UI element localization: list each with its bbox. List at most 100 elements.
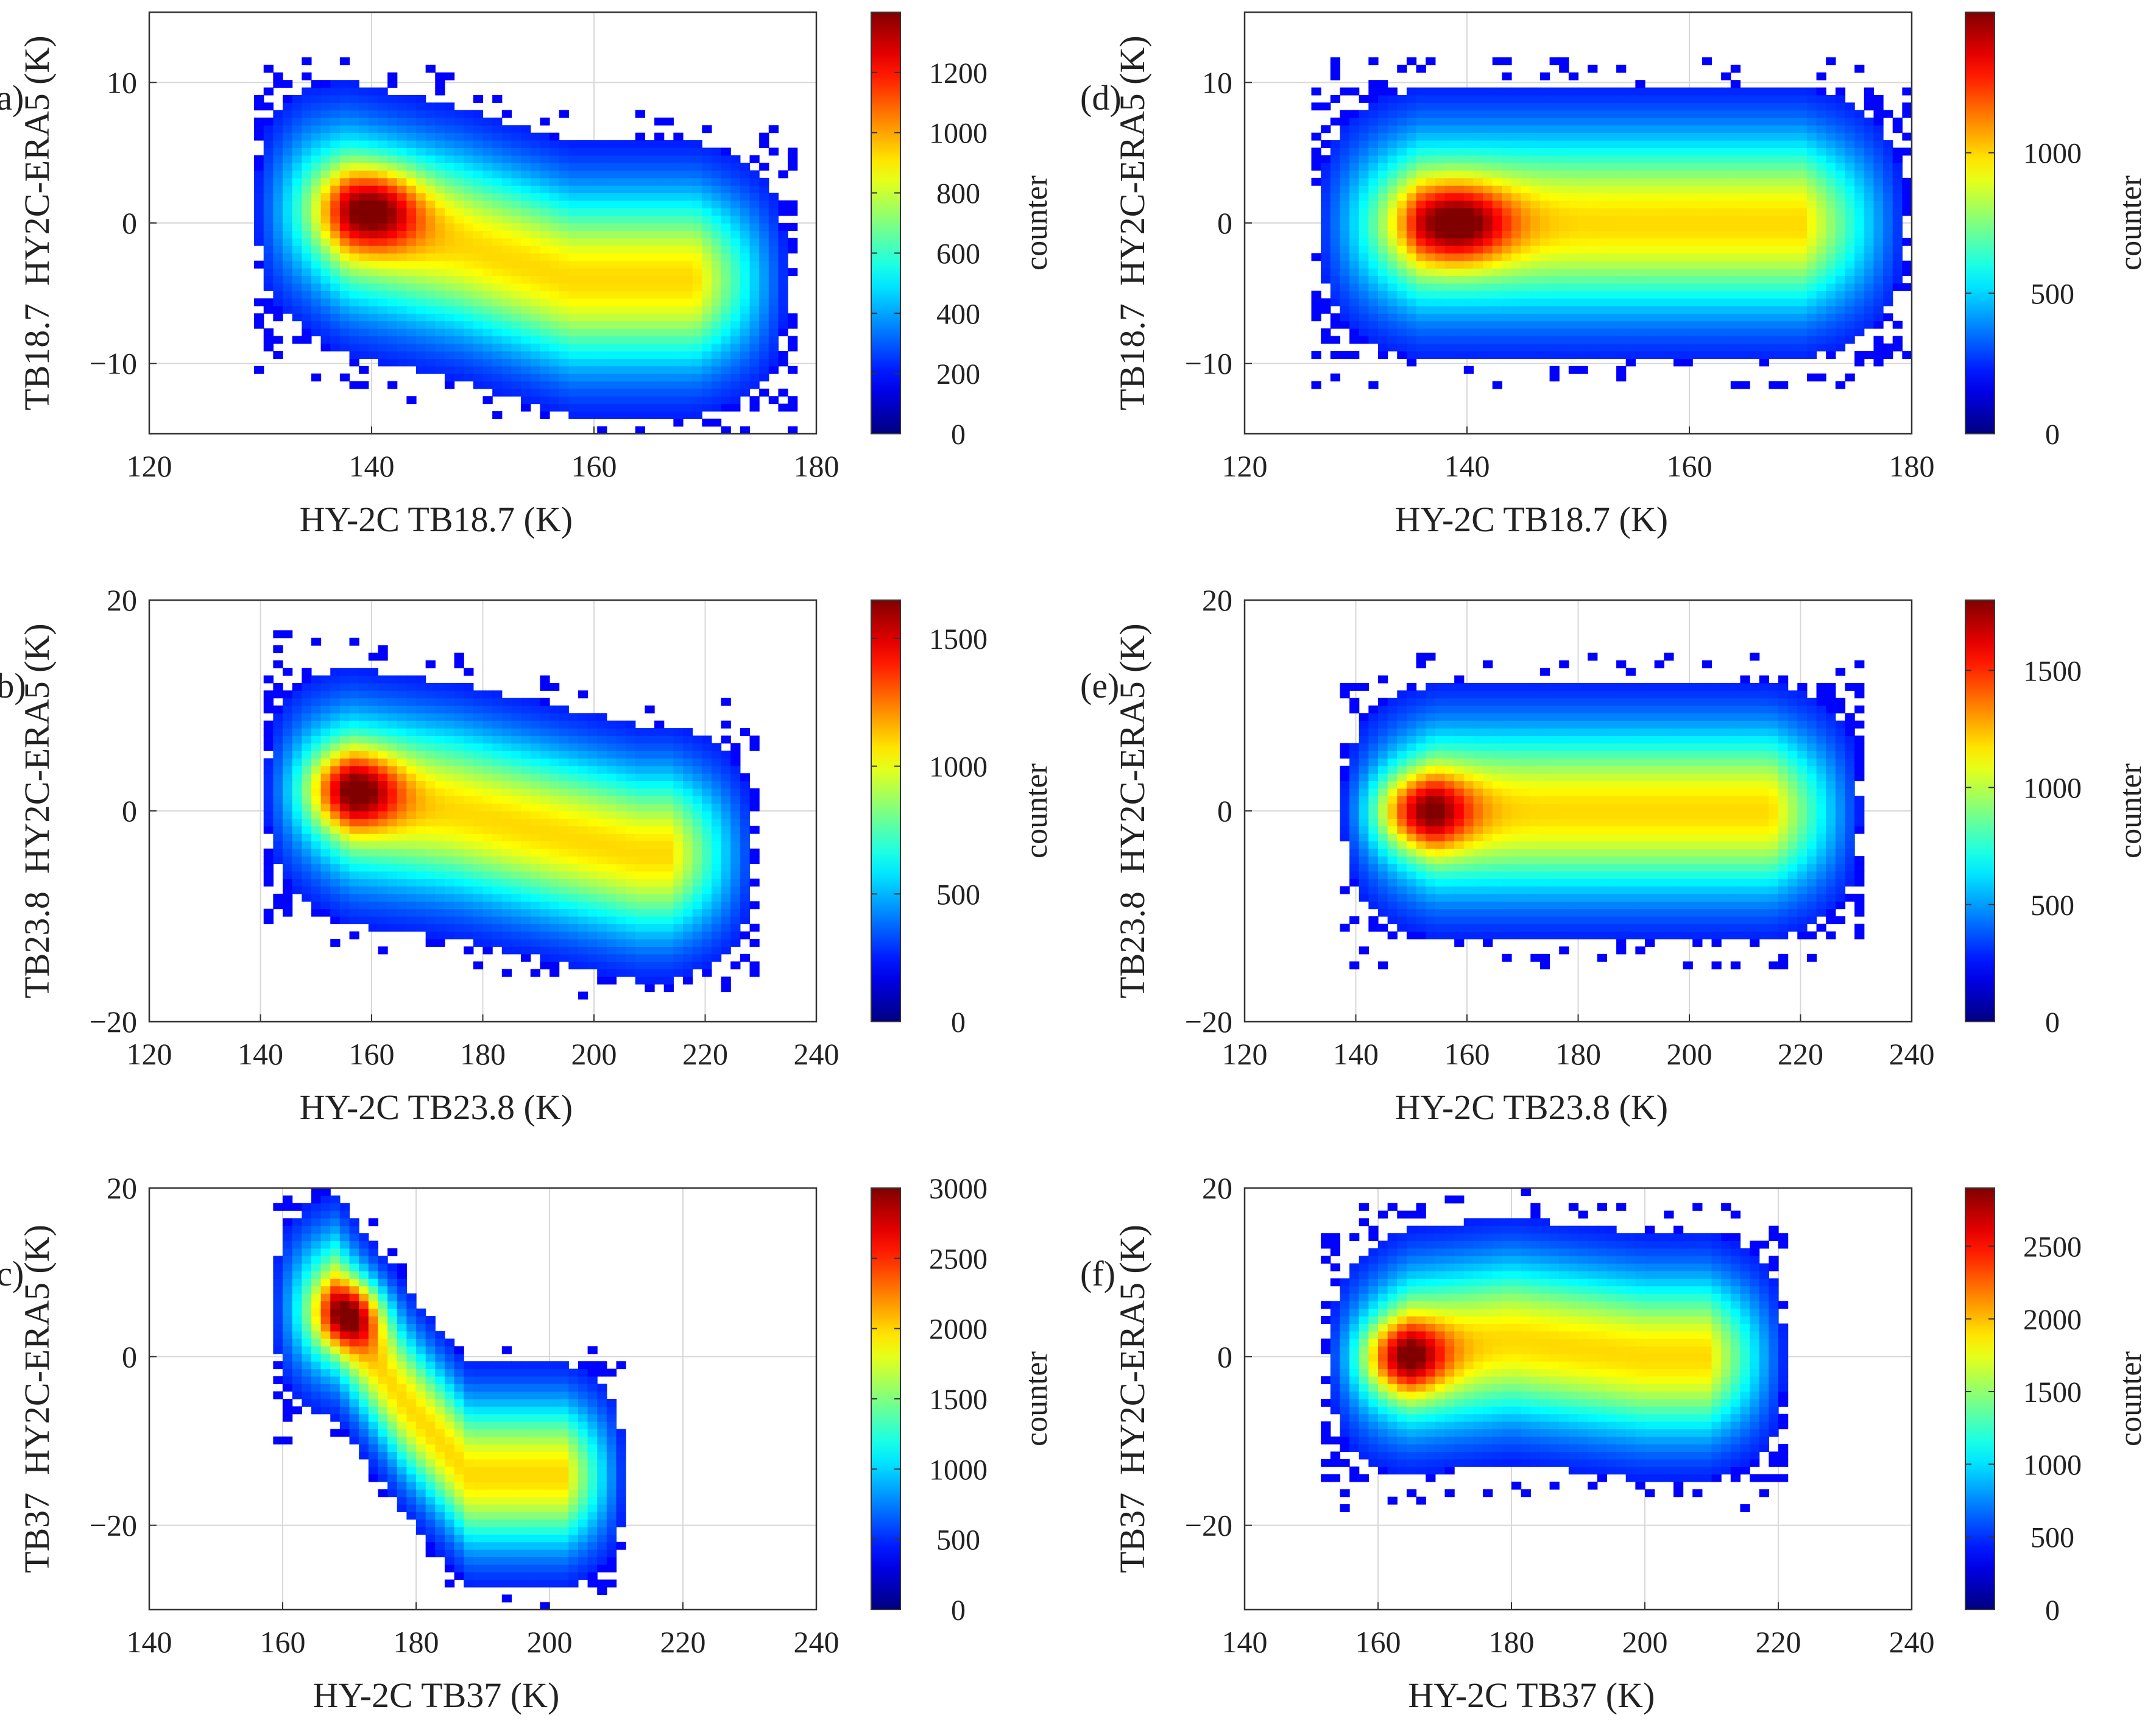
heatmap-cell [320,1361,331,1370]
heatmap-cell [606,1527,617,1535]
heatmap-cell [511,163,521,171]
heatmap-cell [283,1286,293,1294]
heatmap-cell [530,381,540,389]
heatmap-cell [606,908,617,917]
heatmap-cell [378,1451,388,1460]
heatmap-cell [645,336,655,344]
heatmap-cell [788,208,798,216]
heatmap-cell [359,1399,369,1407]
heatmap-cell [482,886,493,894]
heatmap-cell [444,908,455,917]
heatmap-cell [397,1496,407,1505]
heatmap-cell [330,893,341,902]
heatmap-cell [311,313,322,322]
heatmap-cell [730,818,741,827]
heatmap-cell [492,743,503,751]
heatmap-cell [740,811,751,819]
heatmap-cell [759,336,769,344]
heatmap-cell [749,313,760,322]
heatmap-cell [464,200,474,208]
heatmap-cell [330,155,341,163]
heatmap-cell [492,803,503,812]
heatmap-cell [444,893,455,902]
heatmap-cell [550,132,560,141]
heatmap-cell [330,260,341,269]
heatmap-cell [311,373,322,382]
heatmap-cell [521,1391,531,1399]
heatmap-cell [749,969,760,977]
heatmap-cell [387,1368,398,1377]
heatmap-cell [397,713,407,721]
heatmap-cell [320,260,331,269]
heatmap-cell [359,320,369,329]
heatmap-cell [425,1541,436,1550]
heatmap-cell [425,1429,436,1437]
heatmap-cell [406,720,417,729]
heatmap-cell [559,358,569,367]
heatmap-cell [501,1459,512,1467]
heatmap-cell [283,871,293,879]
heatmap-cell [320,706,331,713]
heatmap-cell [464,818,474,827]
heatmap-cell [378,336,388,344]
heatmap-cell [568,780,579,789]
heatmap-cell [339,1323,350,1332]
heatmap-cell [587,871,598,879]
heatmap-cell [283,155,293,163]
heatmap-cell [606,1421,617,1430]
heatmap-cell [683,743,693,751]
heatmap-cell [283,811,293,819]
heatmap-cell [464,690,474,699]
heatmap-cell [302,298,312,306]
heatmap-cell [587,260,598,269]
heatmap-cell [339,163,350,171]
heatmap-cell [464,110,474,118]
heatmap-cell [711,147,722,156]
heatmap-cell [540,871,550,879]
heatmap-cell [683,343,693,352]
heatmap-cell [435,796,445,804]
heatmap-cell [530,1564,540,1572]
heatmap-cell [368,1256,379,1264]
heatmap-cell [730,931,741,939]
heatmap-cell [359,848,369,857]
heatmap-cell [302,1399,312,1407]
heatmap-cell [302,1293,312,1301]
heatmap-cell [568,1429,579,1437]
heatmap-cell [501,305,512,314]
heatmap-cell [454,132,464,141]
heatmap-cell [359,879,369,887]
heatmap-cell [559,1496,569,1505]
heatmap-cell [578,1436,588,1445]
heatmap-cell [692,803,702,812]
heatmap-cell [721,758,731,766]
heatmap-cell [349,706,359,713]
heatmap-cell [273,208,283,216]
heatmap-cell [492,125,503,133]
heatmap-cell [492,1466,503,1475]
heatmap-cell [730,260,741,269]
heatmap-cell [425,65,436,73]
heatmap-cell [263,163,274,171]
heatmap-cell [740,728,751,737]
heatmap-cell [444,706,455,713]
heatmap-cell [444,728,455,737]
heatmap-cell [768,230,779,239]
heatmap-cell [683,728,693,737]
heatmap-cell [283,735,293,744]
heatmap-cell [387,110,398,118]
heatmap-cell [492,1368,503,1377]
heatmap-cell [425,343,436,352]
heatmap-cell [425,230,436,239]
heatmap-cell [711,924,722,932]
heatmap-cell [521,1368,531,1377]
heatmap-cell [330,94,341,103]
heatmap-cell [550,1519,560,1527]
heatmap-cell [473,1474,484,1482]
heatmap-cell [540,366,550,374]
heatmap-cell [349,1368,359,1377]
heatmap-cell [521,185,531,194]
heatmap-cell [521,946,531,955]
heatmap-cell [740,879,751,887]
heatmap-cell [482,163,493,171]
